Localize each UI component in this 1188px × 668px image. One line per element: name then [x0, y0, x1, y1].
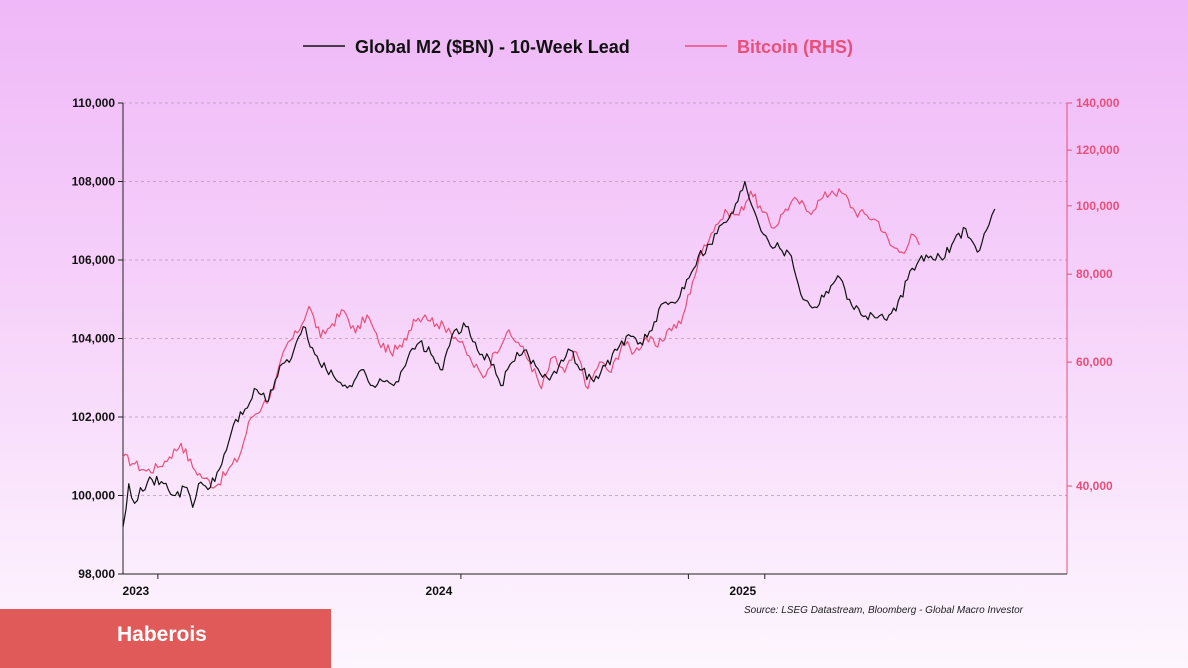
legend-label-btc: Bitcoin (RHS)	[737, 37, 853, 57]
y-right-tick-label: 140,000	[1076, 96, 1120, 110]
y-left-tick-label: 104,000	[72, 332, 116, 346]
series-line-bitcoin	[122, 188, 920, 489]
y-right-tick-label: 40,000	[1076, 479, 1113, 493]
y-left-tick-label: 98,000	[78, 567, 115, 581]
x-tick-label: 2025	[729, 584, 756, 598]
series-lines	[122, 180, 996, 528]
axes	[122, 103, 1068, 575]
source-note: Source: LSEG Datastream, Bloomberg - Glo…	[744, 605, 1024, 616]
y-right-tick-label: 80,000	[1076, 267, 1113, 281]
series-line-global-m2	[122, 180, 996, 528]
y-left-tick-label: 100,000	[72, 489, 116, 503]
x-tick-label: 2024	[426, 584, 453, 598]
y-right-tick-label: 60,000	[1076, 355, 1113, 369]
legend: Global M2 ($BN) - 10-Week Lead Bitcoin (…	[303, 37, 853, 57]
legend-label-m2: Global M2 ($BN) - 10-Week Lead	[355, 37, 630, 57]
gridlines	[123, 102, 1067, 496]
y-left-tick-label: 106,000	[72, 253, 116, 267]
x-axis-ticks: 2023 2024 2025	[123, 574, 766, 598]
y-axis-right-ticks: 40,000 60,000 80,000 100,000 120,000 140,000	[1067, 96, 1120, 493]
y-left-tick-label: 102,000	[72, 410, 116, 424]
y-left-tick-label: 110,000	[72, 96, 115, 110]
y-axis-left-ticks: 98,000 100,000 102,000 104,000 106,000 108,00…	[72, 96, 123, 581]
x-tick-label: 2023	[123, 584, 150, 598]
y-right-tick-label: 120,000	[1076, 143, 1120, 157]
y-left-tick-label: 108,000	[72, 175, 116, 189]
y-right-tick-label: 100,000	[1076, 199, 1120, 213]
brand-logo-bar: Haberois	[0, 609, 331, 668]
